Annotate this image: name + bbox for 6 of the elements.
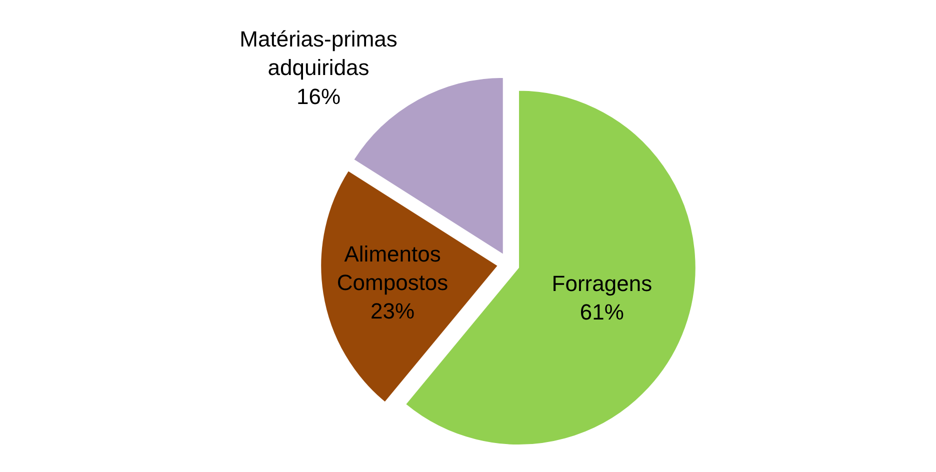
slice-label: Alimentos Compostos xyxy=(336,241,448,295)
slice-label: Matérias-primas adquiridas xyxy=(240,26,398,80)
data-label: 16% xyxy=(296,84,341,109)
data-label: 61% xyxy=(580,299,624,324)
slice-label: Forragens xyxy=(552,270,652,296)
data-label: 23% xyxy=(370,298,415,324)
